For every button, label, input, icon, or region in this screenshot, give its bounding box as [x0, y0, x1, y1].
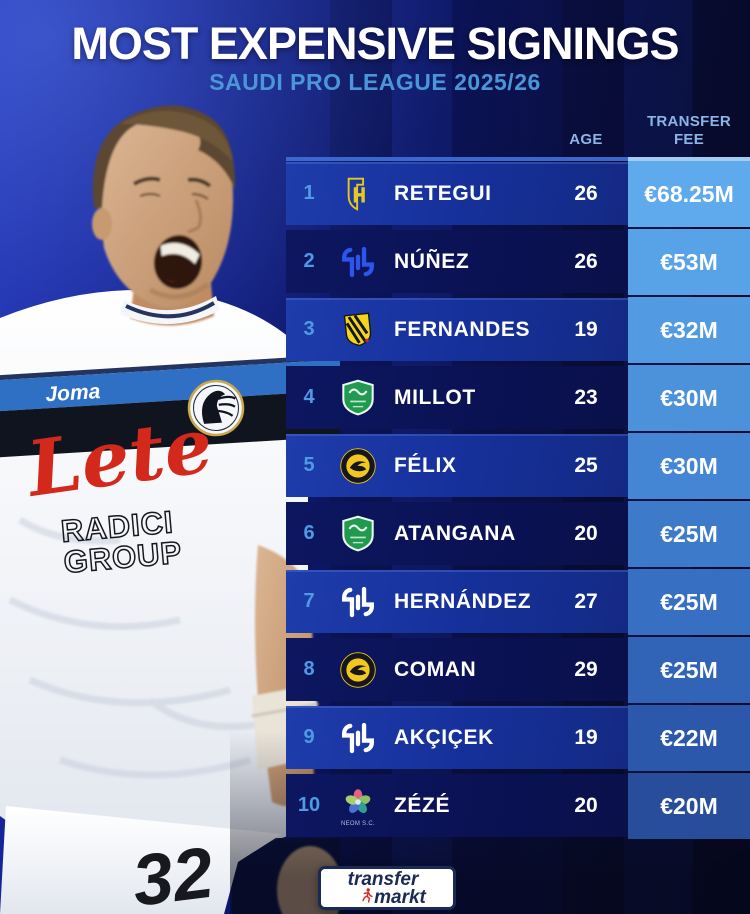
table-row: 10 NEOM S.C. ZÉZÉ 20 €20M [286, 773, 750, 839]
fee-cell: €68.25M [628, 161, 750, 227]
age-cell: 19 [574, 725, 598, 749]
table-row: 3 FERNANDES 19 €32M [286, 297, 750, 363]
jersey-collar [120, 296, 220, 325]
al-hilal-white-badge-icon [332, 583, 384, 621]
rank-cell: 8 [303, 658, 315, 680]
rank-cell: 2 [303, 250, 315, 272]
age-cell: 27 [574, 589, 598, 613]
rank-cell: 10 [297, 794, 321, 816]
age-cell: 26 [574, 249, 598, 273]
table-row: 6 ATANGANA 20 €25M [286, 501, 750, 567]
rank-cell: 4 [303, 386, 315, 408]
club-badge-caption: NEOM S.C. [340, 820, 376, 827]
table-rows: 1 RETEGUI 26 €68.25M 2 NÚÑEZ 26 €53M 3 F… [286, 161, 750, 842]
table-row: 9 AKÇIÇEK 19 €22M [286, 705, 750, 771]
table-row: 7 HERNÁNDEZ 27 €25M [286, 569, 750, 635]
al-nassr-badge-icon [332, 447, 384, 485]
fee-header-line1: TRANSFER [646, 113, 732, 130]
age-cell: 29 [574, 657, 598, 681]
al-khaleej-badge-icon [332, 378, 384, 418]
joma-logo: Joma [45, 380, 101, 406]
fee-cell: €22M [628, 705, 750, 771]
age-cell: 20 [574, 793, 598, 817]
player-head [92, 105, 236, 326]
al-qadsiah-badge-icon [332, 174, 384, 214]
table-row: 4 MILLOT 23 €30M [286, 365, 750, 431]
al-khaleej-badge-icon [332, 514, 384, 554]
atalanta-crest-icon [187, 379, 245, 437]
fee-cell: €30M [628, 365, 750, 431]
fee-cell: €20M [628, 773, 750, 839]
rank-cell: 6 [303, 522, 315, 544]
rank-cell: 1 [303, 182, 315, 204]
table-row: 1 RETEGUI 26 €68.25M [286, 161, 750, 227]
rank-cell: 9 [303, 726, 315, 748]
rank-cell: 5 [303, 454, 315, 476]
transfermarkt-logo: transfer markt [318, 866, 456, 910]
fee-cell: €25M [628, 637, 750, 703]
jersey-sponsor-radici: RADICI GROUP [59, 504, 184, 581]
jersey-collar-stripe [125, 301, 216, 319]
player-shorts [0, 806, 282, 914]
al-hilal-blue-badge-icon [332, 243, 384, 281]
fee-column-header: TRANSFER FEE [629, 113, 749, 149]
age-cell: 23 [574, 385, 598, 409]
fee-cell: €25M [628, 569, 750, 635]
age-column-header: AGE [569, 131, 603, 148]
neom-sc-badge-icon: NEOM S.C. [332, 785, 384, 827]
al-ittihad-badge-icon [332, 310, 384, 350]
al-hilal-white-badge-icon [332, 719, 384, 757]
page-title: MOST EXPENSIVE SIGNINGS [71, 18, 679, 69]
fee-cell: €25M [628, 501, 750, 567]
transfermarkt-logo-text-top: transfer [347, 868, 419, 890]
fee-cell: €30M [628, 433, 750, 499]
age-cell: 20 [574, 521, 598, 545]
table-row: 5 FÉLIX 25 €30M [286, 433, 750, 499]
shirt-number: 32 [128, 833, 217, 914]
rank-cell: 3 [303, 318, 315, 340]
jersey-wrinkles [8, 517, 281, 779]
al-nassr-badge-icon [332, 651, 384, 689]
runner-icon [362, 887, 373, 903]
age-cell: 19 [574, 317, 598, 341]
fee-cell: €53M [628, 229, 750, 295]
fee-header-line2: FEE [673, 131, 705, 148]
transfermarkt-logo-text-bottom: markt [374, 886, 426, 908]
table-row: 2 NÚÑEZ 26 €53M [286, 229, 750, 295]
table-row: 8 COMAN 29 €25M [286, 637, 750, 703]
age-cell: 26 [574, 181, 598, 205]
fee-cell: €32M [628, 297, 750, 363]
rank-cell: 7 [303, 590, 315, 612]
page-subtitle: SAUDI PRO LEAGUE 2025/26 [209, 69, 541, 95]
age-cell: 25 [574, 453, 598, 477]
